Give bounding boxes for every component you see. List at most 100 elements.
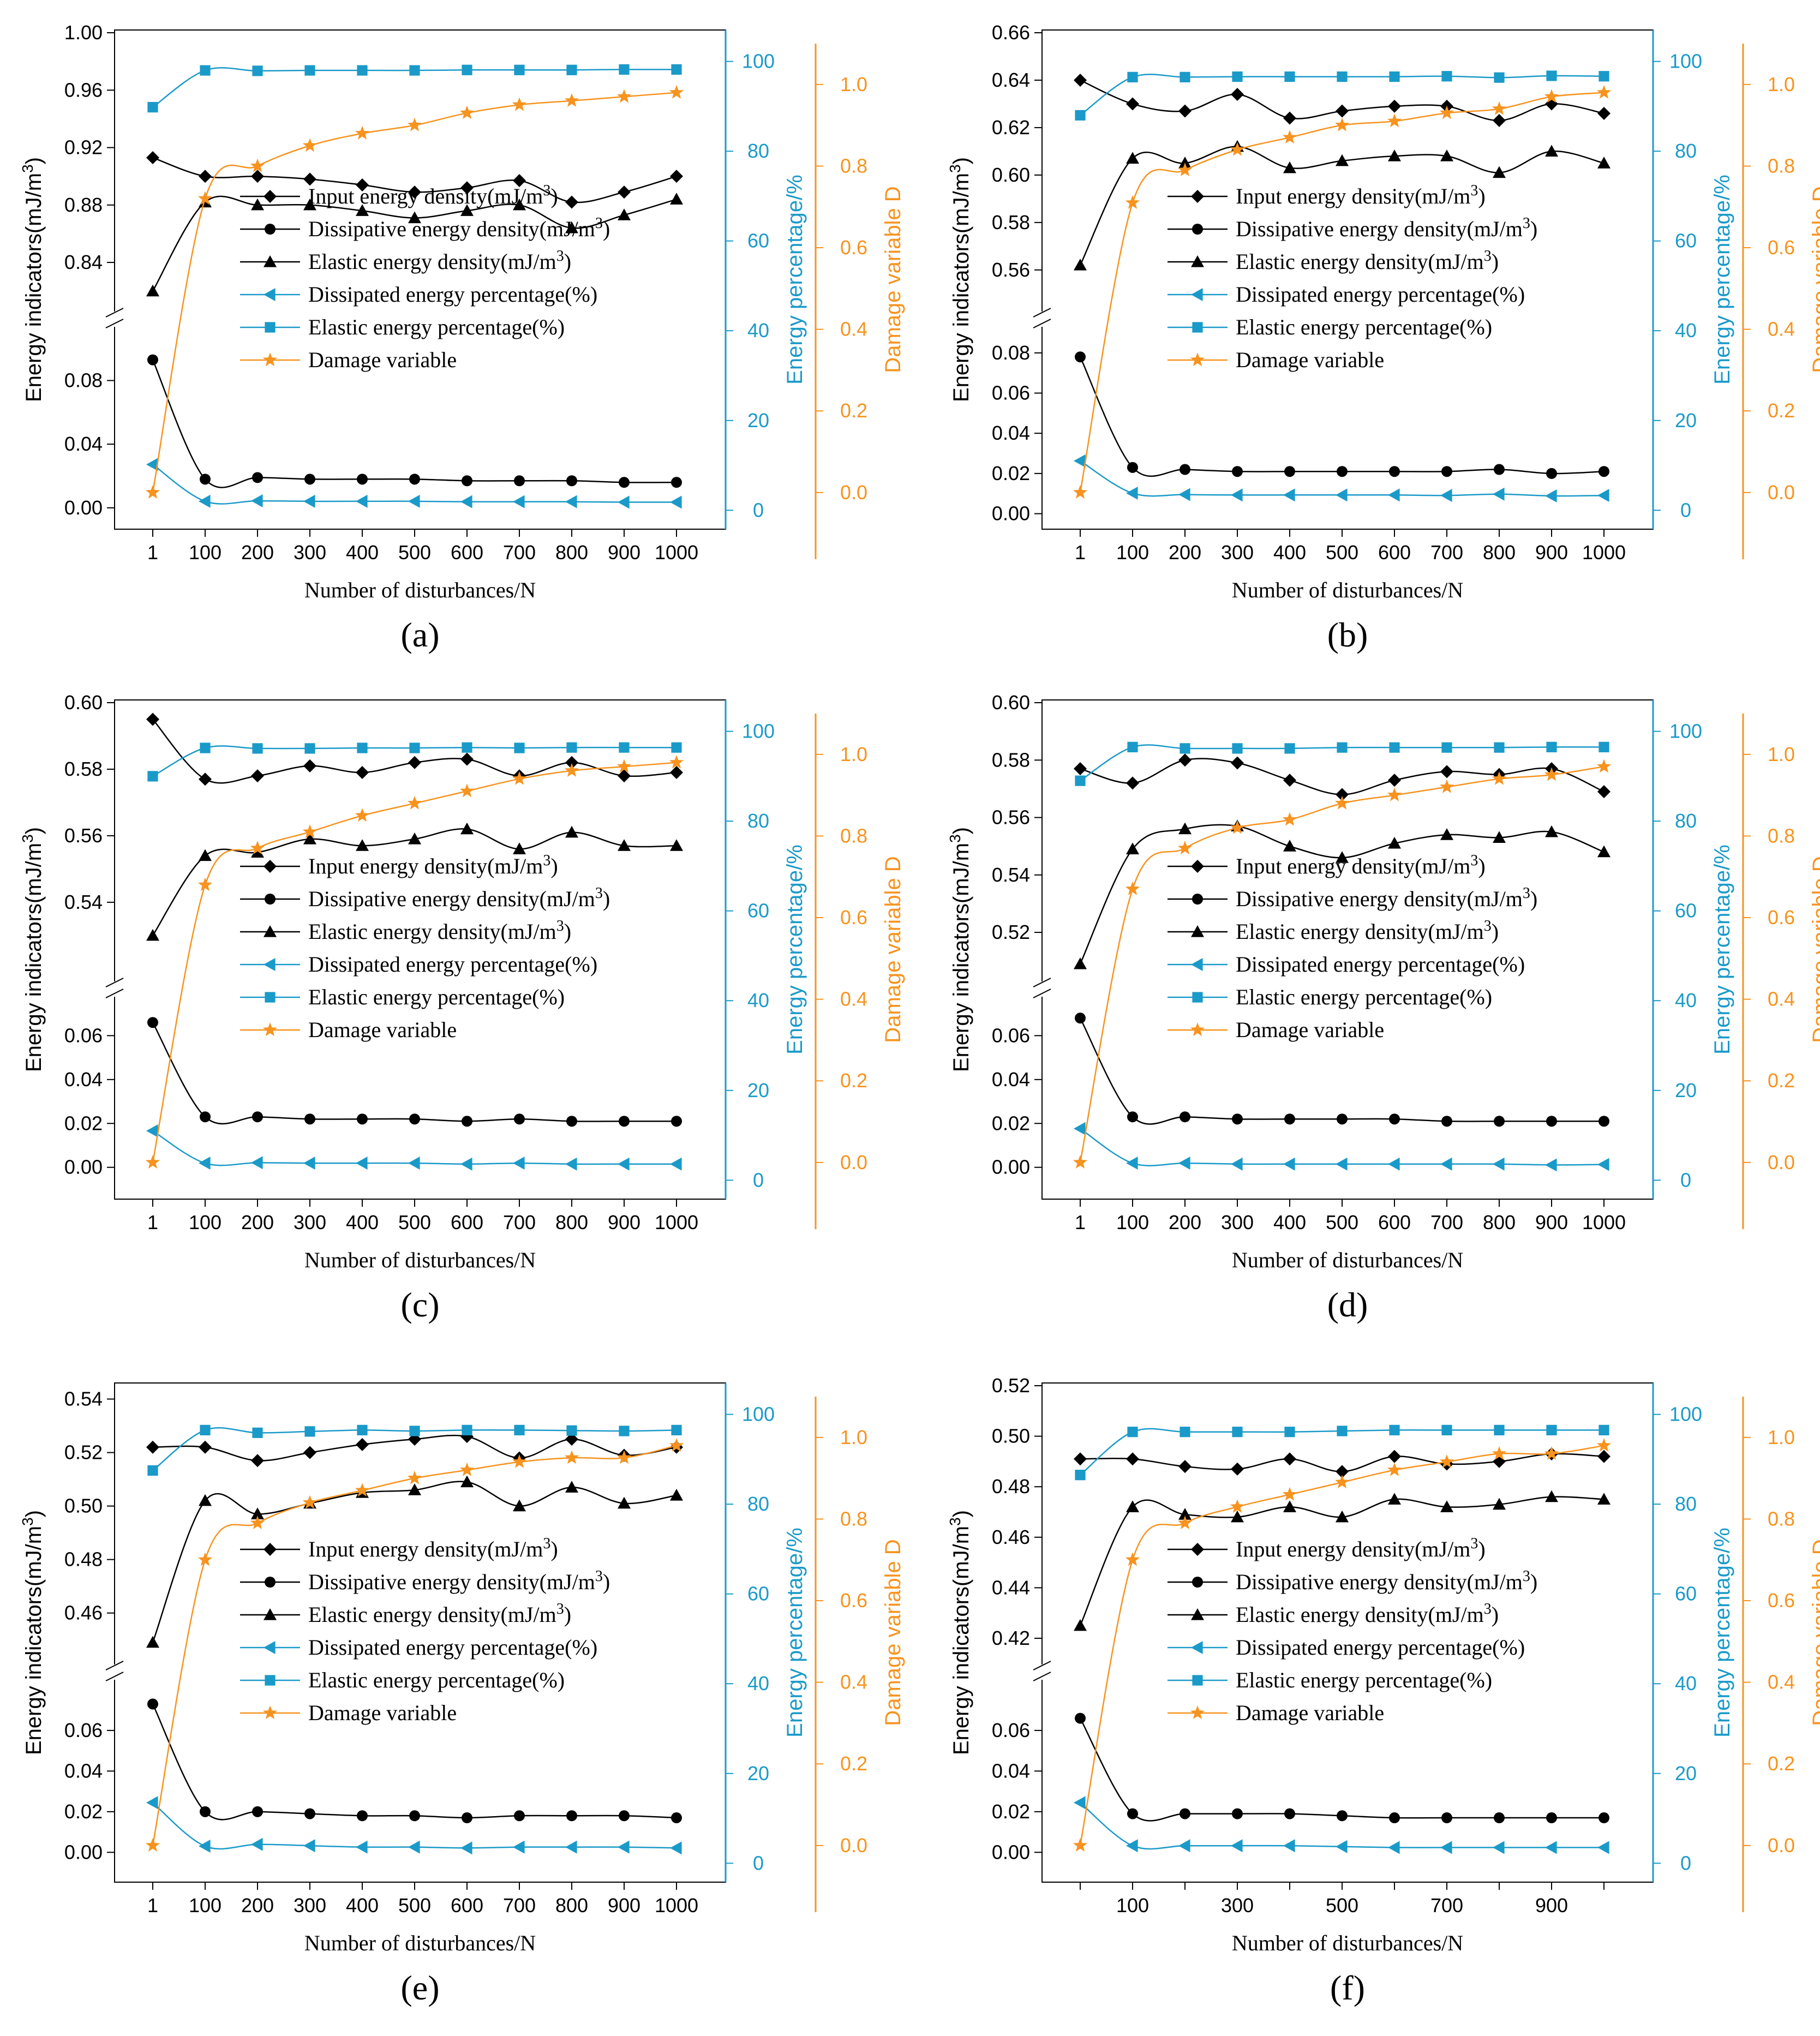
data-point (1232, 1113, 1243, 1125)
x-tick-label: 600 (1378, 1211, 1411, 1233)
data-point (1388, 1450, 1401, 1463)
y-tick-label: 0.50 (64, 1495, 103, 1517)
y-axis-title-right2: Damage variable D (881, 856, 905, 1043)
y-tick-label: 0.00 (992, 1841, 1030, 1863)
right2-tick-label: 0.6 (840, 236, 867, 259)
right2-tick-label: 0.2 (840, 1069, 867, 1092)
x-tick-label: 500 (1326, 1894, 1358, 1917)
y-tick-label: 0.54 (64, 1388, 103, 1410)
legend-entry: Elastic energy percentage(%) (308, 1668, 565, 1692)
data-point (1180, 1808, 1190, 1819)
data-point (1177, 841, 1193, 854)
data-point (618, 208, 631, 220)
data-point (146, 284, 159, 297)
data-point (616, 89, 632, 103)
right1-tick-label: 20 (1675, 1762, 1697, 1785)
data-point (1126, 1839, 1138, 1853)
data-point (513, 1157, 525, 1170)
x-tick-label: 500 (1326, 1211, 1358, 1233)
data-point (566, 475, 577, 487)
right2-tick-label: 0.4 (1768, 318, 1795, 340)
y-tick-label: 0.08 (992, 342, 1030, 364)
data-point (147, 101, 158, 113)
y-tick-label: 0.88 (64, 194, 103, 216)
right1-tick-label: 60 (1675, 1583, 1697, 1605)
data-point (1178, 1839, 1190, 1853)
data-point (565, 1433, 578, 1446)
data-point (1075, 110, 1086, 121)
y-tick-label: 0.64 (992, 69, 1030, 91)
y-axis-title-right1: Energy percentage/% (783, 845, 807, 1055)
data-point (670, 766, 683, 780)
data-point (251, 1507, 264, 1519)
y-tick-label: 0.00 (64, 1156, 103, 1178)
right2-tick-label: 0.0 (1768, 481, 1795, 504)
data-point (1546, 1424, 1557, 1435)
panel-label: (f) (1330, 1968, 1365, 2007)
legend-entry: Dissipated energy percentage(%) (308, 952, 597, 977)
y-tick-label: 0.52 (64, 1441, 103, 1464)
legend-marker (1191, 1641, 1203, 1654)
y-tick-label: 0.02 (992, 1800, 1030, 1823)
legend-marker (262, 1705, 278, 1720)
data-point (200, 1111, 211, 1123)
data-point (1075, 1013, 1086, 1024)
legend-marker (1190, 1022, 1205, 1037)
panel-label: (e) (400, 1968, 439, 2007)
y-axis-title-left: Energy indicators(mJ/m3) (19, 1510, 46, 1755)
data-point (1230, 820, 1245, 834)
data-point (409, 742, 420, 753)
data-point (1493, 166, 1506, 178)
data-point (1389, 1113, 1400, 1125)
legend-marker (265, 1577, 276, 1588)
legend-entry: Dissipated energy percentage(%) (308, 1635, 597, 1660)
data-point (147, 771, 158, 782)
x-tick-label: 400 (1273, 1211, 1306, 1233)
data-point (251, 1454, 264, 1468)
x-tick-label: 900 (1535, 1211, 1568, 1233)
data-point (514, 1424, 525, 1435)
data-point (619, 477, 630, 488)
legend-entry: Elastic energy density(mJ/m3) (308, 918, 571, 944)
right1-tick-label: 100 (742, 720, 775, 742)
data-point (1439, 779, 1454, 793)
data-point (1597, 785, 1611, 799)
axis-break-gap (1034, 1664, 1050, 1680)
right1-tick-label: 80 (1675, 1493, 1697, 1515)
y-tick-label: 0.60 (992, 691, 1030, 714)
data-point (1283, 1839, 1295, 1853)
data-point (1388, 1841, 1400, 1854)
data-point (1127, 741, 1138, 752)
data-point (1545, 145, 1558, 157)
data-point (146, 929, 159, 941)
x-tick-label: 300 (294, 541, 326, 564)
legend-entry: Dissipated energy percentage(%) (308, 282, 597, 307)
y-axis-title-right1: Energy percentage/% (1710, 845, 1734, 1055)
data-point (1389, 71, 1400, 82)
y-tick-label: 0.04 (64, 433, 103, 455)
panel-label: (a) (400, 615, 439, 654)
data-point (1283, 1500, 1296, 1512)
data-point (1231, 1839, 1243, 1853)
data-point (1494, 1812, 1505, 1824)
legend-entry: Damage variable (308, 348, 457, 372)
legend-entry: Damage variable (1236, 348, 1384, 372)
data-point (1546, 468, 1557, 479)
data-point (302, 824, 318, 839)
data-point (1337, 466, 1348, 477)
data-point (1073, 485, 1088, 499)
data-point (251, 1837, 263, 1851)
data-point (1544, 1446, 1559, 1460)
data-point (1178, 104, 1192, 118)
y-axis-title-right1: Energy percentage/% (783, 1528, 807, 1738)
data-point (1597, 106, 1611, 120)
right2-tick-label: 0.8 (840, 154, 867, 177)
data-point (460, 1157, 472, 1171)
data-point (565, 195, 578, 209)
data-point (304, 743, 315, 754)
data-point (1336, 1465, 1349, 1478)
y-tick-label: 0.66 (992, 21, 1030, 44)
legend-marker (265, 992, 276, 1003)
data-point (1232, 743, 1243, 754)
y-axis-title-left: Energy indicators(mJ/m3) (947, 827, 974, 1072)
